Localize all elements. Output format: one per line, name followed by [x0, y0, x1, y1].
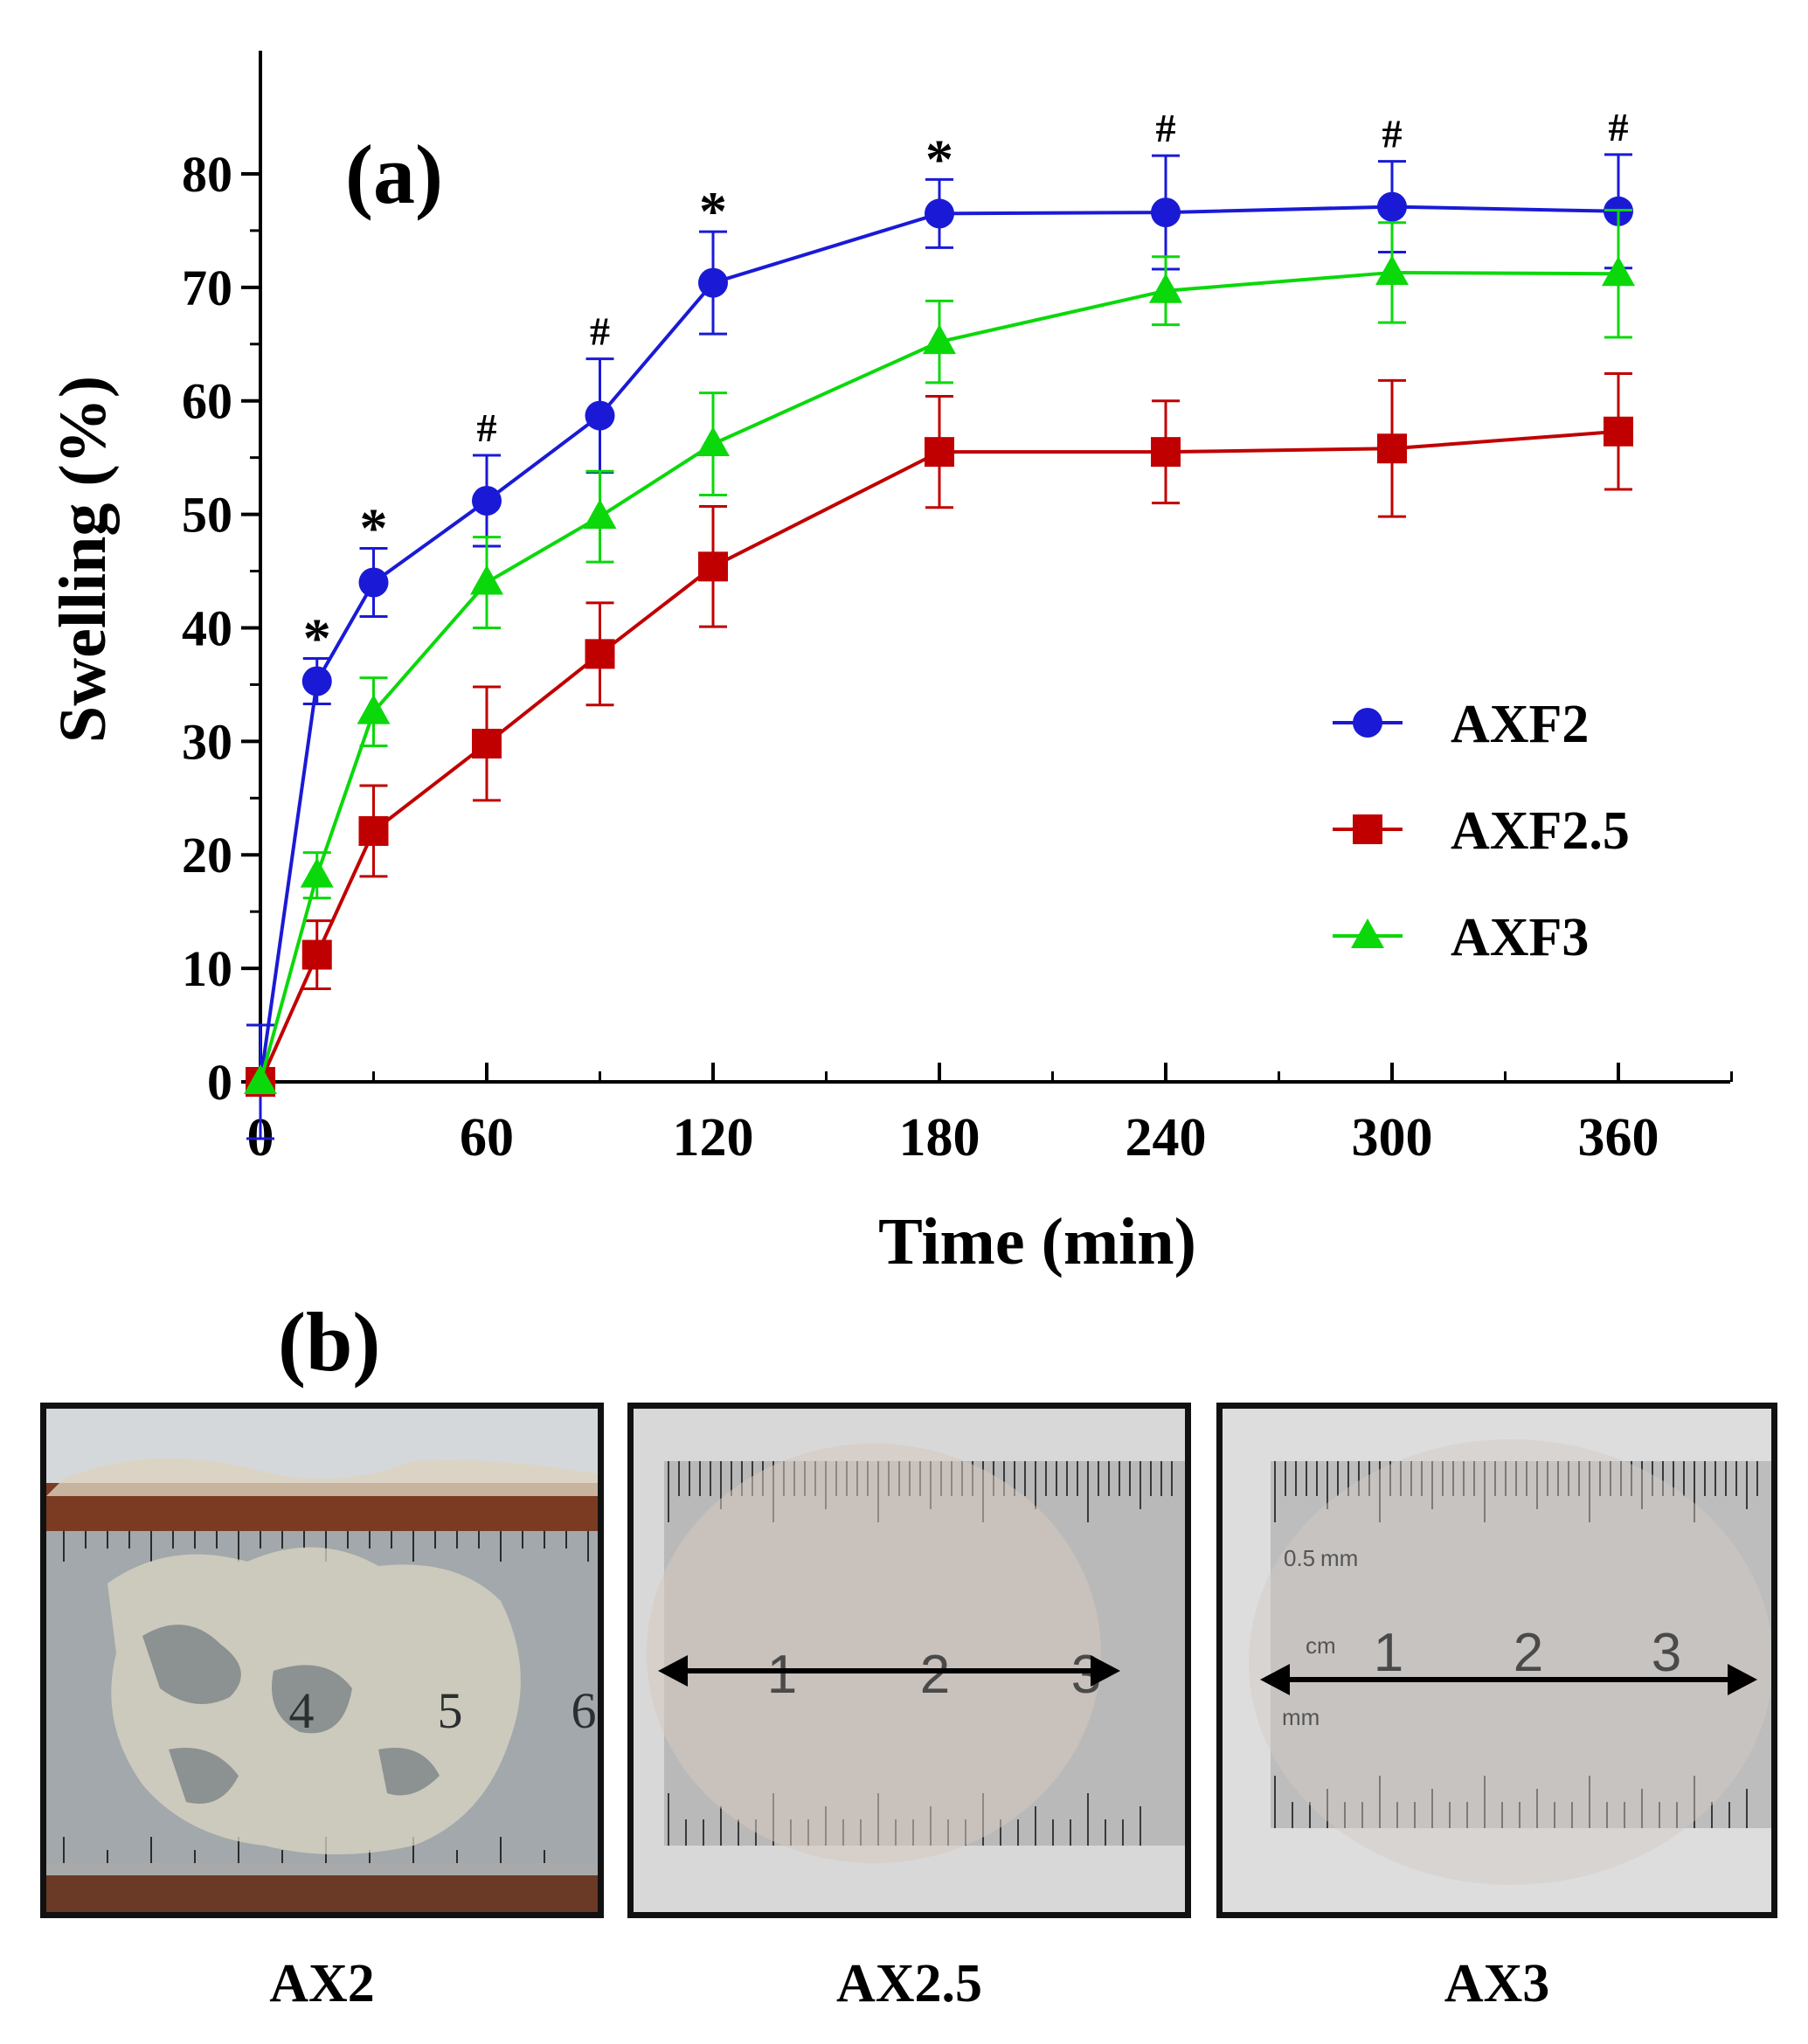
- y-axis-label: Swelling (%): [46, 376, 120, 743]
- point-AXF2: [698, 267, 728, 298]
- series-line-AXF3: [259, 270, 1619, 1083]
- y-tick-label: 0: [207, 1054, 232, 1111]
- ax2-ruler-number-6: 6: [571, 1682, 597, 1739]
- point-AXF3: [696, 426, 730, 457]
- ax3-ruler-label-0-5: 0.5: [1284, 1545, 1315, 1571]
- legend-label-AXF3: AXF3: [1451, 908, 1589, 967]
- point-AXF3: [357, 694, 391, 724]
- point-AXF2: [1377, 191, 1407, 222]
- legend-label-AXF2: AXF2: [1451, 695, 1589, 754]
- point-AXF3: [1375, 254, 1409, 285]
- y-tick-label: 70: [182, 260, 232, 316]
- x-tick-label: 300: [1352, 1108, 1433, 1168]
- y-tick-label: 40: [182, 599, 232, 656]
- series-line-AXF2.5: [259, 429, 1619, 1083]
- significance-marker: *: [303, 607, 331, 669]
- significance-marker: #: [477, 405, 497, 450]
- point-AXF2: [585, 400, 615, 431]
- point-AXF2.5: [472, 728, 502, 759]
- x-tick-label: 60: [460, 1108, 514, 1168]
- x-tick-label: 360: [1578, 1108, 1659, 1168]
- significance-marker: *: [699, 180, 727, 242]
- y-tick-label: 80: [182, 146, 232, 203]
- ax3-ruler-label-mm-top: mm: [1320, 1545, 1358, 1571]
- point-AXF3: [244, 1064, 277, 1094]
- point-AXF2.5: [1604, 416, 1633, 447]
- legend-marker-AXF2: [1353, 708, 1382, 738]
- point-AXF2.5: [1377, 433, 1407, 464]
- point-AXF2.5: [925, 437, 954, 468]
- point-AXF2: [472, 486, 502, 516]
- ax2-ruler-number-4: 4: [289, 1682, 315, 1739]
- significance-marker: #: [590, 309, 610, 354]
- ax2-5-diameter-arrow: [658, 1655, 1120, 1687]
- photo-ax2: 4 5 6: [40, 1403, 604, 1918]
- ax3-ruler-number-2: 2: [1514, 1623, 1543, 1683]
- photo-ax2-5: 1 2 3: [627, 1403, 1191, 1918]
- point-AXF3: [470, 565, 503, 595]
- significance-marker: #: [1156, 106, 1176, 150]
- point-AXF2: [1151, 197, 1181, 228]
- point-AXF2.5: [358, 815, 389, 846]
- x-tick-label: 180: [899, 1108, 980, 1168]
- point-AXF3: [923, 324, 956, 355]
- y-tick-label: 50: [182, 487, 232, 544]
- y-tick-label: 30: [182, 713, 232, 770]
- point-AXF2.5: [585, 639, 615, 669]
- caption-ax2-5: AX2.5: [835, 1954, 983, 2013]
- series-line-AXF2: [259, 204, 1619, 1083]
- caption-ax2: AX2: [269, 1954, 375, 2013]
- significance-marker: #: [1609, 105, 1629, 149]
- ax2-5-ruler-number-1: 1: [767, 1645, 797, 1705]
- significance-marker: *: [925, 128, 953, 190]
- y-tick-label: 60: [182, 373, 232, 430]
- point-AXF2.5: [301, 939, 332, 970]
- x-axis-label: Time (min): [878, 1205, 1196, 1278]
- panel-b-label: (b): [278, 1295, 381, 1389]
- point-AXF3: [1149, 273, 1182, 303]
- swelling-chart: 01020304050607080060120180240300360Time …: [46, 51, 1733, 1278]
- y-tick-label: 20: [182, 827, 232, 883]
- ax3-ruler-number-1: 1: [1374, 1623, 1403, 1683]
- ax2-5-ruler-number-2: 2: [920, 1645, 950, 1705]
- ax3-ruler-number-3: 3: [1652, 1623, 1681, 1683]
- point-AXF2: [925, 198, 954, 229]
- ax3-ruler-label-cm: cm: [1306, 1632, 1336, 1659]
- ax3-ruler-label-mm-bottom: mm: [1282, 1704, 1320, 1730]
- x-tick-label: 240: [1126, 1108, 1207, 1168]
- point-AXF2.5: [698, 551, 728, 582]
- photo-ax3: 0.5 mm cm mm 1 2 3: [1216, 1403, 1777, 1918]
- x-tick-label: 120: [673, 1108, 754, 1168]
- point-AXF3: [300, 857, 334, 888]
- point-AXF2.5: [1151, 437, 1181, 468]
- significance-marker: *: [360, 497, 388, 559]
- significance-marker: #: [1382, 112, 1403, 156]
- point-AXF2: [301, 666, 332, 696]
- legend-marker-AXF2.5: [1353, 814, 1382, 844]
- ax3-diameter-arrow: [1260, 1664, 1757, 1695]
- ax2-ruler-number-5: 5: [438, 1682, 463, 1739]
- legend-marker-AXF3: [1351, 918, 1384, 948]
- panel-a-label: (a): [345, 128, 443, 221]
- point-AXF3: [1602, 256, 1635, 287]
- point-AXF3: [583, 499, 617, 530]
- legend-label-AXF2.5: AXF2.5: [1451, 801, 1630, 861]
- y-tick-label: 10: [182, 940, 232, 997]
- point-AXF2: [358, 567, 389, 598]
- caption-ax3: AX3: [1444, 1954, 1550, 2013]
